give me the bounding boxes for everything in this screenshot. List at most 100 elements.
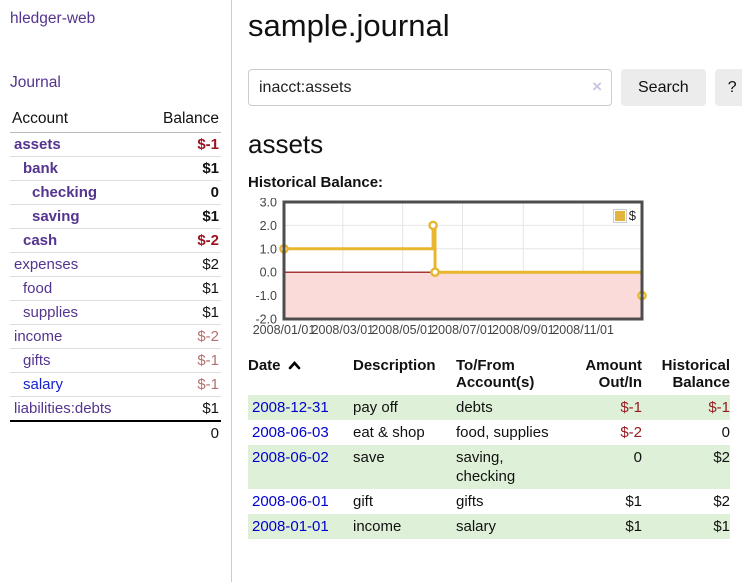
transaction-row: 2008-01-01 income salary $1 $1 [248, 514, 730, 539]
search-input[interactable] [248, 69, 612, 106]
svg-text:1.0: 1.0 [260, 242, 277, 256]
account-balance: $-1 [197, 136, 219, 153]
account-balance: $1 [143, 204, 221, 229]
svg-text:2008/03/01: 2008/03/01 [312, 323, 375, 337]
accounts-col-account: Account [10, 106, 144, 133]
transaction-amount: $-1 [620, 399, 642, 416]
account-heading: assets [248, 129, 324, 159]
account-link-income[interactable]: income [14, 328, 63, 345]
accounts-total-row: 0 [10, 420, 221, 445]
svg-text:2008/01/01: 2008/01/01 [253, 323, 316, 337]
legend-label: $ [628, 208, 636, 223]
chart-title: Historical Balance: [248, 174, 384, 191]
svg-text:3.0: 3.0 [260, 198, 277, 210]
account-link-expenses[interactable]: expenses [14, 256, 79, 273]
transaction-amount: $1 [625, 493, 642, 510]
brand-link[interactable]: hledger-web [10, 10, 96, 27]
account-link-assets[interactable]: assets [14, 136, 61, 153]
account-balance: $1 [143, 156, 221, 181]
account-balance: $2 [143, 252, 221, 277]
page-title: sample.journal [248, 8, 450, 43]
account-balance: $-2 [143, 228, 221, 253]
account-row: cash $-2 [10, 228, 221, 253]
accounts-table: Account Balance assets $-1 bank $1 checking 0… [10, 106, 221, 445]
account-balance: 0 [143, 180, 221, 205]
account-balance: $-1 [143, 348, 221, 373]
transaction-description: income [353, 518, 402, 535]
clear-search-icon[interactable]: × [592, 77, 602, 96]
account-row: expenses $2 [10, 252, 221, 277]
chart-legend: $ [610, 207, 638, 224]
register-col-date[interactable]: Date [248, 355, 345, 395]
accounts-total-value: 0 [143, 420, 221, 445]
sidebar-item-journal[interactable]: Journal [10, 74, 61, 91]
register-col-tofrom: To/From Account(s) [456, 357, 535, 391]
chart-plot-area: 3.0 2.0 1.0 0.0 -1.0 -2.0 2008/01/01 2008/03/01… [248, 196, 650, 345]
account-balance: $1 [143, 396, 221, 421]
historical-balance-chart: 3.0 2.0 1.0 0.0 -1.0 -2.0 2008/01/01 2008/03/01… [248, 196, 650, 340]
account-link-supplies[interactable]: supplies [23, 304, 79, 321]
account-row: supplies $1 [10, 300, 221, 325]
transaction-amount: $-2 [620, 424, 642, 441]
transaction-balance: 0 [721, 424, 730, 441]
register-col-description: Description [353, 357, 436, 374]
transaction-description: pay off [353, 399, 398, 416]
search-button[interactable]: Search [621, 69, 706, 106]
account-link-bank[interactable]: bank [23, 160, 59, 177]
account-row: liabilities:debts $1 [10, 396, 221, 421]
account-link-salary[interactable]: salary [23, 376, 64, 393]
transaction-balance: $-1 [708, 399, 730, 416]
account-row: salary $-1 [10, 372, 221, 397]
svg-text:-2.0: -2.0 [255, 313, 277, 327]
transaction-row: 2008-06-01 gift gifts $1 $2 [248, 489, 730, 514]
account-link-checking[interactable]: checking [32, 184, 98, 201]
chart-svg: 3.0 2.0 1.0 0.0 -1.0 -2.02008/01/012008/03/01… [253, 196, 647, 337]
transaction-date-link[interactable]: 2008-01-01 [252, 518, 329, 535]
sidebar: hledger-web Journal Account Balance asse… [0, 0, 232, 582]
svg-text:2.0: 2.0 [260, 219, 277, 233]
transaction-description: eat & shop [353, 424, 425, 441]
transaction-date-link[interactable]: 2008-06-03 [252, 424, 329, 441]
transaction-date-link[interactable]: 2008-06-02 [252, 449, 329, 466]
legend-swatch-icon [612, 208, 627, 223]
account-link-liabilities-debts[interactable]: liabilities:debts [14, 400, 112, 417]
accounts-col-balance: Balance [143, 106, 221, 133]
svg-text:0.0: 0.0 [260, 266, 277, 280]
svg-text:2008/11/01: 2008/11/01 [552, 323, 614, 337]
account-balance: $-2 [143, 324, 221, 349]
transaction-date-link[interactable]: 2008-12-31 [252, 399, 329, 416]
register-col-amount: Amount Out/In [585, 357, 642, 391]
transaction-balance: $2 [713, 493, 730, 510]
account-link-gifts[interactable]: gifts [23, 352, 51, 369]
account-row: assets $-1 [10, 133, 221, 157]
account-link-saving[interactable]: saving [32, 208, 80, 225]
svg-text:2008/09/01: 2008/09/01 [492, 323, 555, 337]
account-row: gifts $-1 [10, 348, 221, 373]
transaction-row: 2008-12-31 pay off debts $-1 $-1 [248, 395, 730, 420]
transaction-accounts: gifts [456, 493, 484, 510]
account-balance: $-1 [143, 372, 221, 397]
transaction-amount: $1 [625, 518, 642, 535]
account-row: income $-2 [10, 324, 221, 349]
svg-text:-1.0: -1.0 [255, 289, 277, 303]
transaction-accounts: food, supplies [456, 424, 549, 441]
transaction-date-link[interactable]: 2008-06-01 [252, 493, 329, 510]
transaction-description: save [353, 449, 385, 466]
transaction-accounts: saving, checking [456, 449, 516, 485]
transaction-accounts: salary [456, 518, 497, 535]
transaction-row: 2008-06-02 save saving, checking 0 $2 [248, 445, 730, 489]
accounts-header-row: Account Balance [10, 106, 221, 133]
account-link-food[interactable]: food [23, 280, 53, 297]
transaction-amount: 0 [633, 449, 642, 466]
main-content: sample.journal × Search ? assets Histori… [232, 0, 742, 582]
account-row: bank $1 [10, 156, 221, 181]
account-row: food $1 [10, 276, 221, 301]
svg-text:2008/07/01: 2008/07/01 [431, 323, 494, 337]
help-button[interactable]: ? [714, 69, 742, 106]
accounts-total-spacer [10, 420, 144, 445]
account-row: checking 0 [10, 180, 221, 205]
data-point-marker [430, 267, 440, 277]
search-bar: × Search ? [248, 69, 742, 106]
account-link-cash[interactable]: cash [23, 232, 58, 249]
